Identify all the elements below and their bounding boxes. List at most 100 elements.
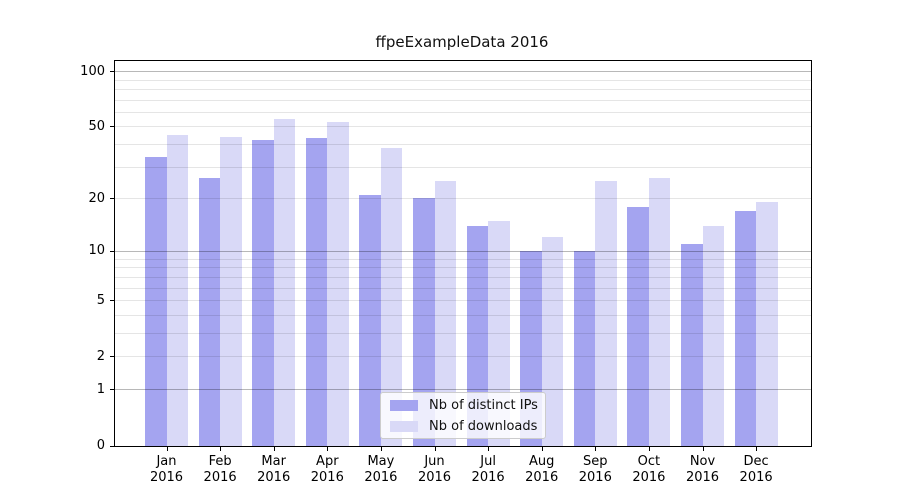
x-tick-mark-sep (595, 447, 597, 451)
x-tick-mark-nov (702, 447, 704, 451)
x-tick-mark-may (380, 447, 382, 451)
bar-jan-distinct-ips (145, 157, 167, 446)
y-tick-mark-50 (110, 126, 114, 128)
x-tick-year-feb: 2016 (203, 470, 237, 485)
x-tick-label-feb: Feb 2016 (180, 454, 260, 486)
gridline-minor-20 (115, 198, 811, 200)
bar-apr-distinct-ips (305, 138, 328, 446)
x-tick-label-aug: Aug 2016 (502, 454, 582, 486)
x-tick-label-jan: Jan 2016 (127, 454, 207, 486)
x-tick-label-sep: Sep 2016 (555, 454, 635, 486)
bar-may-distinct-ips (359, 194, 381, 446)
bar-jan-downloads (166, 134, 188, 446)
bar-mar-downloads (273, 118, 296, 446)
gridline-minor-30 (115, 166, 811, 168)
y-tick-mark-100 (110, 71, 114, 72)
y-tick-mark-2 (110, 356, 114, 358)
bar-jul-downloads (488, 220, 510, 446)
x-tick-mark-jun (434, 447, 436, 451)
y-tick-label-5: 5 (96, 292, 105, 308)
y-tick-label-2: 2 (96, 348, 105, 364)
legend-label-distinct-ips: Nb of distinct IPs (429, 397, 538, 413)
x-tick-label-apr: Apr 2016 (287, 454, 367, 486)
bar-nov-distinct-ips (681, 243, 703, 446)
bar-aug-downloads (541, 237, 564, 446)
bar-apr-downloads (327, 121, 349, 446)
x-tick-label-nov: Nov 2016 (663, 454, 743, 486)
x-tick-year-dec: 2016 (739, 470, 773, 485)
y-tick-mark-1 (110, 389, 114, 391)
plot-area: 100 50 20 10 5 2 1 0 Jan 2016 Feb 2016 Mar 2016 Apr 20… (80, 60, 812, 485)
x-tick-year-may: 2016 (364, 470, 398, 485)
gridline-major-100 (115, 71, 811, 72)
bar-feb-distinct-ips (198, 178, 221, 446)
x-tick-mark-mar (273, 447, 275, 451)
x-tick-label-oct: Oct 2016 (609, 454, 689, 486)
gridline-minor-2 (115, 356, 811, 358)
legend-item-downloads: Nb of downloads (390, 419, 545, 434)
y-tick-label-20: 20 (88, 190, 105, 206)
bar-sep-distinct-ips (573, 250, 596, 446)
bar-jun-downloads (434, 181, 456, 446)
gridline-minor-6 (115, 287, 811, 289)
gridline-minor-70 (115, 99, 811, 101)
gridline-minor-3 (115, 333, 811, 334)
y-tick-mark-0 (110, 445, 114, 447)
bar-dec-distinct-ips (734, 210, 757, 446)
gridline-minor-5 (115, 300, 811, 302)
x-tick-year-oct: 2016 (632, 470, 666, 485)
x-tick-year-apr: 2016 (310, 470, 344, 485)
x-tick-mark-feb (220, 447, 222, 451)
y-tick-label-0: 0 (96, 438, 105, 453)
legend-swatch-downloads (390, 420, 418, 432)
x-tick-mark-oct (648, 447, 650, 451)
gridline-minor-80 (115, 88, 811, 90)
gridline-minor-7 (115, 276, 811, 278)
x-tick-label-may: May 2016 (341, 454, 421, 486)
y-tick-label-50: 50 (88, 118, 105, 134)
bar-nov-downloads (702, 225, 724, 446)
gridline-major-1 (115, 389, 811, 391)
x-tick-year-aug: 2016 (525, 470, 559, 485)
x-tick-year-jul: 2016 (471, 470, 505, 485)
bar-mar-distinct-ips (252, 140, 274, 446)
bar-may-downloads (380, 148, 403, 446)
y-tick-label-100: 100 (80, 63, 105, 79)
x-tick-mark-jan (166, 447, 168, 451)
y-tick-label-1: 1 (96, 381, 105, 397)
x-tick-label-mar: Mar 2016 (234, 454, 314, 486)
gridline-minor-9 (115, 258, 811, 260)
x-tick-year-jun: 2016 (417, 470, 452, 485)
y-tick-label-10: 10 (88, 243, 105, 259)
bar-oct-downloads (648, 178, 671, 446)
bar-sep-downloads (595, 181, 617, 446)
legend-swatch-distinct-ips (390, 399, 418, 411)
bar-jul-distinct-ips (466, 225, 489, 446)
x-tick-mark-jul (488, 447, 490, 451)
bar-oct-distinct-ips (627, 206, 649, 446)
legend-label-downloads: Nb of downloads (429, 418, 538, 434)
gridline-minor-40 (115, 144, 811, 146)
gridline-minor-8 (115, 267, 811, 269)
x-tick-mark-aug (541, 447, 543, 451)
y-tick-mark-5 (110, 300, 114, 302)
y-tick-mark-10 (110, 250, 114, 252)
x-tick-year-jan: 2016 (149, 470, 184, 485)
gridline-minor-50 (115, 126, 811, 128)
x-tick-mark-dec (756, 447, 758, 451)
x-tick-mark-apr (327, 447, 329, 451)
gridline-minor-60 (115, 111, 811, 113)
bar-feb-downloads (220, 136, 242, 446)
y-tick-mark-20 (110, 198, 114, 200)
x-tick-label-dec: Dec 2016 (716, 454, 796, 486)
x-tick-year-nov: 2016 (685, 470, 720, 485)
x-tick-label-jun: Jun 2016 (395, 454, 475, 486)
legend-item-distinct-ips: Nb of distinct IPs (390, 398, 545, 413)
gridline-minor-90 (115, 79, 811, 81)
bar-jun-distinct-ips (413, 198, 435, 446)
x-tick-year-mar: 2016 (257, 470, 291, 485)
legend: Nb of distinct IPs Nb of downloads (380, 392, 546, 439)
x-tick-year-sep: 2016 (578, 470, 612, 485)
x-tick-label-jul: Jul 2016 (448, 454, 528, 486)
